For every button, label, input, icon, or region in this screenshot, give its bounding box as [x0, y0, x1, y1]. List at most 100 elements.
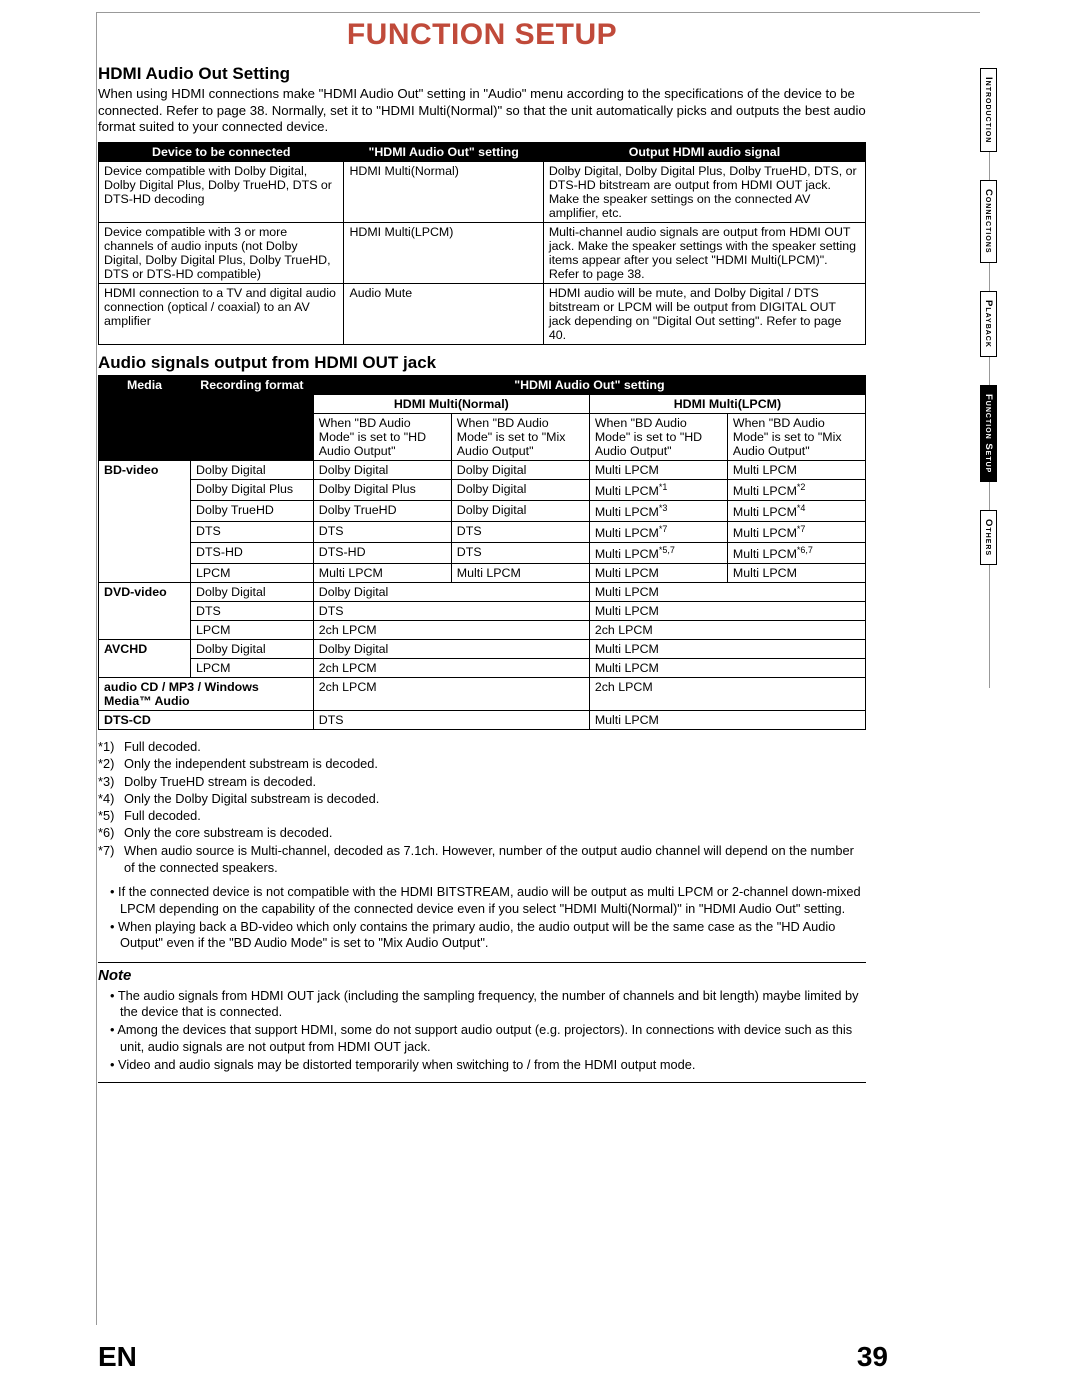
table-cell: DTS — [313, 521, 451, 542]
side-nav: Introduction Connections Playback Function … — [980, 68, 998, 593]
table-row: HDMI connection to a TV and digital audi… — [99, 283, 866, 344]
footnote: *2)Only the independent substream is dec… — [98, 755, 866, 772]
signals-heading: Audio signals output from HDMI OUT jack — [98, 353, 866, 373]
table-cell: HDMI Multi(LPCM) — [344, 222, 543, 283]
table-cell: Device compatible with Dolby Digital, Do… — [99, 161, 344, 222]
bullet: Among the devices that support HDMI, som… — [110, 1022, 866, 1055]
table-cell: Dolby Digital — [313, 583, 589, 602]
table-cell: Multi LPCM*3 — [589, 500, 727, 521]
table-cell: Multi LPCM*4 — [727, 500, 865, 521]
bullet: If the connected device is not compatibl… — [110, 884, 866, 917]
table-cell: Multi LPCM — [589, 460, 727, 479]
table-row: BD-videoDolby DigitalDolby DigitalDolby … — [99, 460, 866, 479]
signals-table: Media Recording format "HDMI Audio Out" … — [98, 375, 866, 731]
table-cell: LPCM — [191, 621, 314, 640]
side-tab[interactable]: Others — [980, 510, 997, 565]
table-cell: Multi LPCM — [589, 564, 727, 583]
footnote: *1)Full decoded. — [98, 738, 866, 755]
table-cell: Dolby Digital — [191, 640, 314, 659]
table-row: LPCM2ch LPCM2ch LPCM — [99, 621, 866, 640]
table-cell: Dolby Digital — [451, 460, 589, 479]
table-row: audio CD / MP3 / Windows Media™ Audio2ch… — [99, 678, 866, 711]
table-cell: LPCM — [191, 564, 314, 583]
mode3: When "BD Audio Mode" is set to "HD Audio… — [589, 413, 727, 460]
hdmi-intro: When using HDMI connections make "HDMI A… — [98, 86, 866, 136]
extra-bullets: If the connected device is not compatibl… — [110, 884, 866, 952]
media-cell: audio CD / MP3 / Windows Media™ Audio — [99, 678, 314, 711]
mode4: When "BD Audio Mode" is set to "Mix Audi… — [727, 413, 865, 460]
footnote: *4)Only the Dolby Digital substream is d… — [98, 790, 866, 807]
side-tab[interactable]: Introduction — [980, 68, 997, 152]
table-cell: Multi LPCM*2 — [727, 479, 865, 500]
table-cell: LPCM — [191, 659, 314, 678]
table-row: DTSDTSDTSMulti LPCM*7Multi LPCM*7 — [99, 521, 866, 542]
sub-normal: HDMI Multi(Normal) — [313, 394, 589, 413]
table-cell: Multi LPCM — [589, 583, 865, 602]
table-cell: Dolby Digital, Dolby Digital Plus, Dolby… — [543, 161, 865, 222]
note-bullets: The audio signals from HDMI OUT jack (in… — [110, 988, 866, 1074]
mode1: When "BD Audio Mode" is set to "HD Audio… — [313, 413, 451, 460]
footnotes: *1)Full decoded.*2)Only the independent … — [98, 738, 866, 876]
table-row: Device compatible with 3 or more channel… — [99, 222, 866, 283]
table-row: LPCM2ch LPCMMulti LPCM — [99, 659, 866, 678]
bullet: The audio signals from HDMI OUT jack (in… — [110, 988, 866, 1021]
bullet: Video and audio signals may be distorted… — [110, 1057, 866, 1073]
page-title: FUNCTION SETUP — [98, 18, 866, 52]
table-cell: Dolby Digital — [191, 583, 314, 602]
table-cell: 2ch LPCM — [589, 621, 865, 640]
col-rec: Recording format — [191, 375, 314, 460]
col-media: Media — [99, 375, 191, 460]
table-row: LPCMMulti LPCMMulti LPCMMulti LPCMMulti … — [99, 564, 866, 583]
table-cell: Multi-channel audio signals are output f… — [543, 222, 865, 283]
table-cell: Dolby Digital Plus — [191, 479, 314, 500]
table-cell: Dolby TrueHD — [313, 500, 451, 521]
hdmi-heading: HDMI Audio Out Setting — [98, 64, 866, 84]
table-cell: Multi LPCM — [313, 564, 451, 583]
table-cell: Dolby Digital Plus — [313, 479, 451, 500]
table-cell: DTS — [191, 602, 314, 621]
table-row: DTS-CDDTSMulti LPCM — [99, 711, 866, 730]
table-cell: Multi LPCM — [589, 602, 865, 621]
table-cell: Multi LPCM — [589, 711, 865, 730]
table-cell: Multi LPCM — [727, 460, 865, 479]
table-cell: Multi LPCM — [451, 564, 589, 583]
page-footer: EN 39 — [98, 1341, 888, 1373]
hdmi-th-1: "HDMI Audio Out" setting — [344, 142, 543, 161]
sub-lpcm: HDMI Multi(LPCM) — [589, 394, 865, 413]
mode2: When "BD Audio Mode" is set to "Mix Audi… — [451, 413, 589, 460]
table-cell: 2ch LPCM — [313, 678, 589, 711]
table-cell: Multi LPCM — [589, 659, 865, 678]
table-cell: Multi LPCM*6,7 — [727, 542, 865, 563]
table-cell: Dolby Digital — [313, 460, 451, 479]
table-row: Device compatible with Dolby Digital, Do… — [99, 161, 866, 222]
table-row: DTS-HDDTS-HDDTSMulti LPCM*5,7Multi LPCM*… — [99, 542, 866, 563]
footnote: *5)Full decoded. — [98, 807, 866, 824]
table-cell: Audio Mute — [344, 283, 543, 344]
table-row: Dolby Digital PlusDolby Digital PlusDolb… — [99, 479, 866, 500]
table-cell: Multi LPCM*7 — [727, 521, 865, 542]
table-cell: DTS — [191, 521, 314, 542]
hdmi-th-0: Device to be connected — [99, 142, 344, 161]
side-tab[interactable]: Playback — [980, 291, 997, 357]
table-cell: Multi LPCM*5,7 — [589, 542, 727, 563]
hdmi-th-2: Output HDMI audio signal — [543, 142, 865, 161]
table-cell: Dolby Digital — [313, 640, 589, 659]
table-cell: 2ch LPCM — [313, 621, 589, 640]
side-tab[interactable]: Function Setup — [980, 385, 997, 482]
top-header: "HDMI Audio Out" setting — [313, 375, 865, 394]
footnote: *6)Only the core substream is decoded. — [98, 824, 866, 841]
table-cell: HDMI Multi(Normal) — [344, 161, 543, 222]
table-cell: DTS-HD — [191, 542, 314, 563]
table-cell: 2ch LPCM — [589, 678, 865, 711]
lang-code: EN — [98, 1341, 137, 1373]
side-tab[interactable]: Connections — [980, 180, 997, 263]
footnote: *3)Dolby TrueHD stream is decoded. — [98, 773, 866, 790]
footnote: *7)When audio source is Multi-channel, d… — [98, 842, 866, 877]
table-cell: DTS — [313, 602, 589, 621]
table-row: AVCHDDolby DigitalDolby DigitalMulti LPC… — [99, 640, 866, 659]
hdmi-table: Device to be connected "HDMI Audio Out" … — [98, 142, 866, 345]
table-cell: HDMI connection to a TV and digital audi… — [99, 283, 344, 344]
media-cell: DTS-CD — [99, 711, 314, 730]
table-cell: Dolby Digital — [191, 460, 314, 479]
table-cell: Multi LPCM — [727, 564, 865, 583]
